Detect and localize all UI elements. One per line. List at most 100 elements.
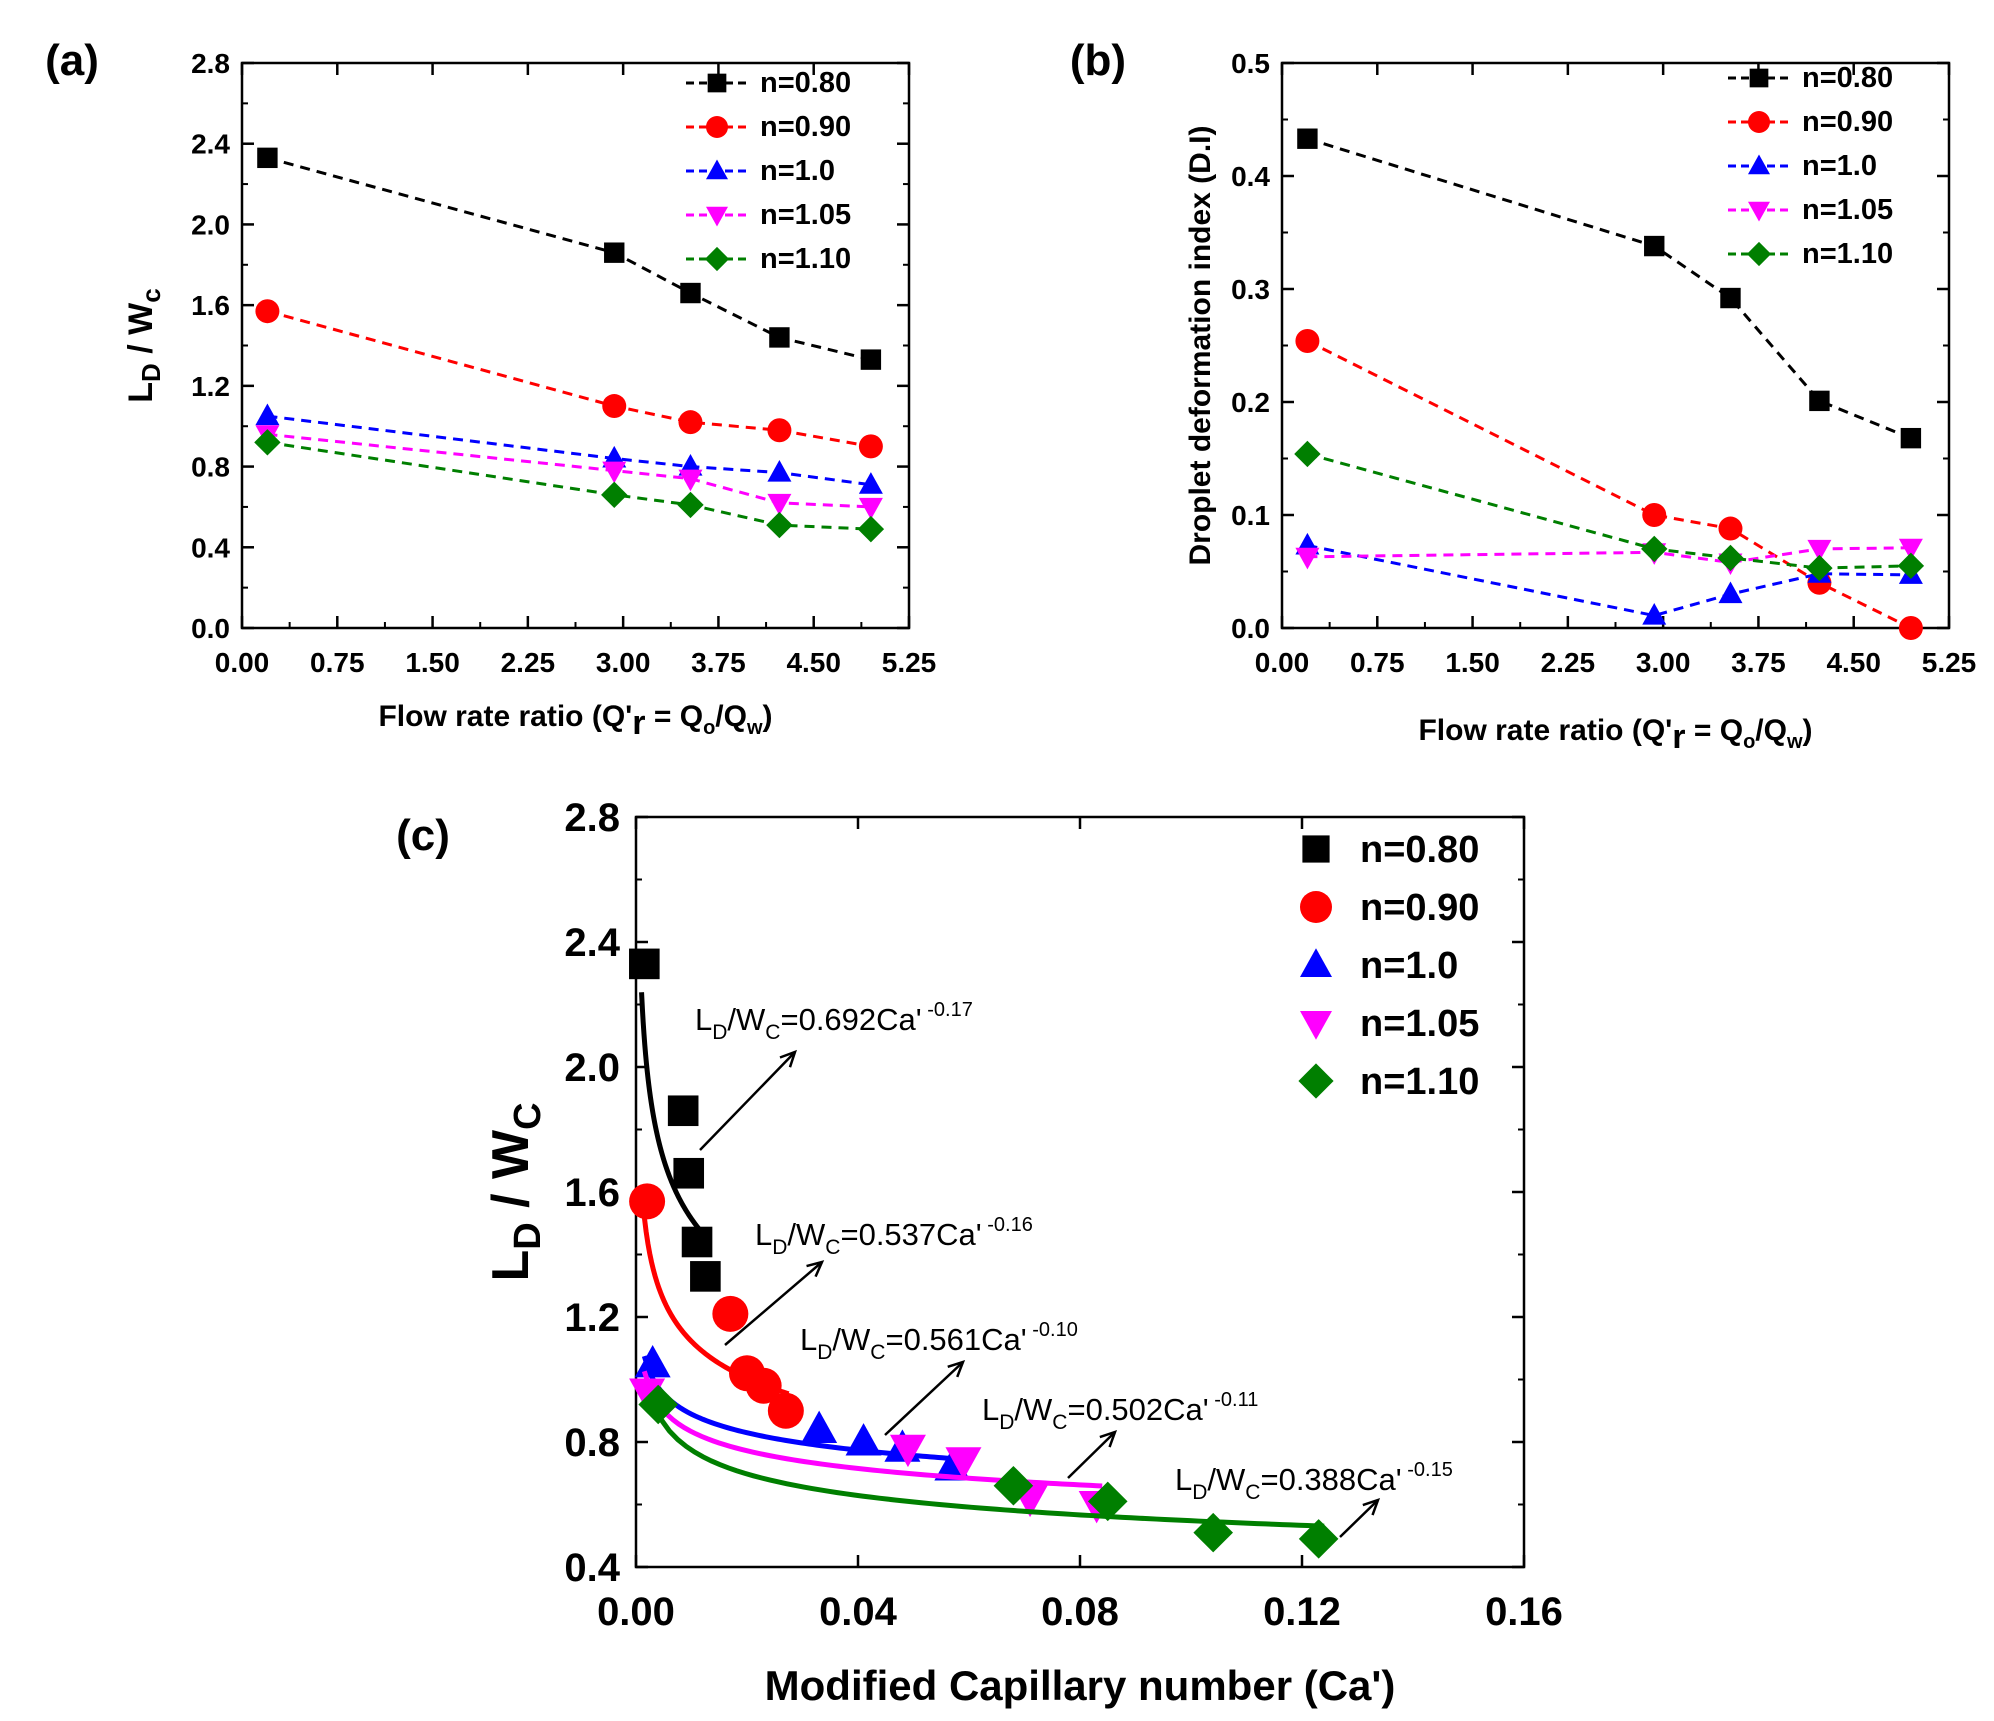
equation-sub: D: [817, 1341, 832, 1364]
data-point: [1298, 1519, 1339, 1559]
data-point: [745, 1367, 782, 1404]
equation-sup: -0.10: [1027, 1319, 1078, 1341]
data-point: [255, 299, 280, 324]
y-tick-label: 0.4: [564, 1546, 620, 1590]
data-point: [1295, 328, 1320, 353]
legend-marker: [1300, 1011, 1332, 1040]
data-point: [1717, 544, 1744, 572]
data-point: [1294, 440, 1321, 468]
x-tick-label: 3.75: [1731, 647, 1786, 678]
x-label-part: ): [1803, 714, 1813, 747]
equation-part: /W: [1207, 1462, 1246, 1497]
x-tick-label: 2.25: [501, 647, 556, 678]
equation-part: L: [695, 1002, 712, 1037]
legend-label: n=0.80: [1360, 829, 1479, 871]
fit-equation: LD/WC=0.388Ca' -0.15: [1175, 1459, 1453, 1504]
data-point: [1807, 539, 1832, 562]
legend-marker: [1748, 111, 1770, 133]
arrow-head: [1362, 1497, 1381, 1516]
x-label-part: /Q: [715, 700, 747, 733]
series-n=0.90: [255, 299, 883, 459]
equation-part: =0.502Ca': [1067, 1392, 1208, 1427]
legend-entry: n=1.05: [1728, 194, 1893, 226]
arrow-head: [779, 1049, 798, 1068]
legend-marker: [1298, 1063, 1334, 1099]
legend-label: n=1.0: [1360, 945, 1458, 987]
data-point: [860, 349, 882, 370]
x-label-part: = Q: [1686, 714, 1744, 747]
data-point: [629, 1378, 666, 1411]
legend-label: n=0.90: [760, 111, 851, 143]
data-point: [1897, 552, 1925, 580]
data-point: [690, 1261, 721, 1292]
fit-curve: [641, 1370, 1103, 1489]
x-label-part: Flow rate ratio (Q': [378, 700, 632, 733]
data-point: [629, 1183, 666, 1220]
x-tick-label: 0.75: [310, 647, 365, 678]
x-label-sub: r: [632, 704, 645, 742]
data-point: [1718, 581, 1743, 604]
equation-part: L: [800, 1322, 817, 1357]
y-axis-label: LD / WC: [482, 1102, 549, 1281]
data-point: [712, 1295, 749, 1332]
data-point: [602, 394, 627, 419]
data-point: [638, 1384, 678, 1425]
data-point: [1642, 602, 1667, 625]
data-point: [602, 461, 627, 484]
x-tick-label: 0.75: [1350, 647, 1405, 678]
equation-sub: C: [765, 1021, 780, 1044]
equation-sub: D: [1192, 1481, 1207, 1504]
annotation-arrow: [884, 1361, 964, 1436]
equation-part: =0.388Ca': [1260, 1462, 1401, 1497]
legend-label: n=0.90: [1360, 887, 1479, 929]
annotation-arrow: [699, 1051, 796, 1151]
x-axis-label: Modified Capillary number (Ca'): [765, 1662, 1396, 1709]
x-axis-label: Flow rate ratio (Q'r = Qo/Qw): [1418, 714, 1812, 756]
data-point: [767, 493, 792, 516]
x-tick-label: 4.50: [1826, 647, 1881, 678]
equation-sub: D: [712, 1021, 727, 1044]
data-point: [858, 497, 883, 520]
legend-label: n=1.10: [1360, 1061, 1479, 1103]
data-point: [858, 472, 883, 494]
x-tick-label: 5.25: [1922, 647, 1977, 678]
equation-sub: D: [772, 1236, 787, 1259]
y-tick-label: 0.0: [191, 613, 230, 644]
x-tick-label: 0.04: [819, 1590, 898, 1634]
series-n=0.80: [629, 948, 721, 1292]
legend-entry: n=0.80: [686, 67, 851, 99]
data-point: [1297, 128, 1318, 149]
series-line: [267, 309, 872, 448]
legend-label: n=1.10: [760, 243, 851, 275]
legend-label: n=1.05: [760, 199, 851, 231]
legend-entry: n=0.90: [686, 111, 851, 143]
x-tick-label: 0.08: [1041, 1590, 1119, 1634]
x-label-part: Flow rate ratio (Q': [1418, 714, 1672, 747]
y-tick-label: 2.4: [191, 129, 230, 160]
y-tick-label: 1.6: [564, 1171, 620, 1215]
legend-entry: n=1.0: [1728, 150, 1877, 182]
legend-entry: n=0.80: [1728, 62, 1893, 94]
y-tick-label: 2.8: [564, 796, 620, 840]
equation-part: /W: [727, 1002, 766, 1037]
panel-label: (b): [1070, 36, 1126, 85]
y-tick-label: 2.0: [564, 1046, 620, 1090]
series-n=1.0: [1295, 532, 1923, 625]
y-tick-label: 0.5: [1231, 48, 1270, 79]
annotation-arrow: [1339, 1499, 1379, 1538]
equation-sub: C: [825, 1236, 840, 1259]
chart-panel-a: (a) 0.00 0.75 1.50 2.25 3.00 3.75 4.50 5.25 0.0 0.…: [45, 36, 936, 742]
equation-part: /W: [787, 1217, 826, 1252]
legend-label: n=0.80: [1802, 62, 1893, 94]
y-tick-label: 0.3: [1231, 274, 1270, 305]
data-point: [766, 511, 793, 539]
legend-label: n=1.0: [1802, 150, 1877, 182]
x-tick-label: 3.00: [596, 647, 651, 678]
equation-part: /W: [832, 1322, 871, 1357]
data-point: [857, 515, 885, 543]
legend-entry: n=0.90: [1728, 106, 1893, 138]
data-point: [767, 1392, 804, 1429]
legend-marker: [704, 246, 730, 272]
data-point: [667, 1095, 699, 1127]
y-axis-label: LD / Wc: [122, 288, 166, 402]
